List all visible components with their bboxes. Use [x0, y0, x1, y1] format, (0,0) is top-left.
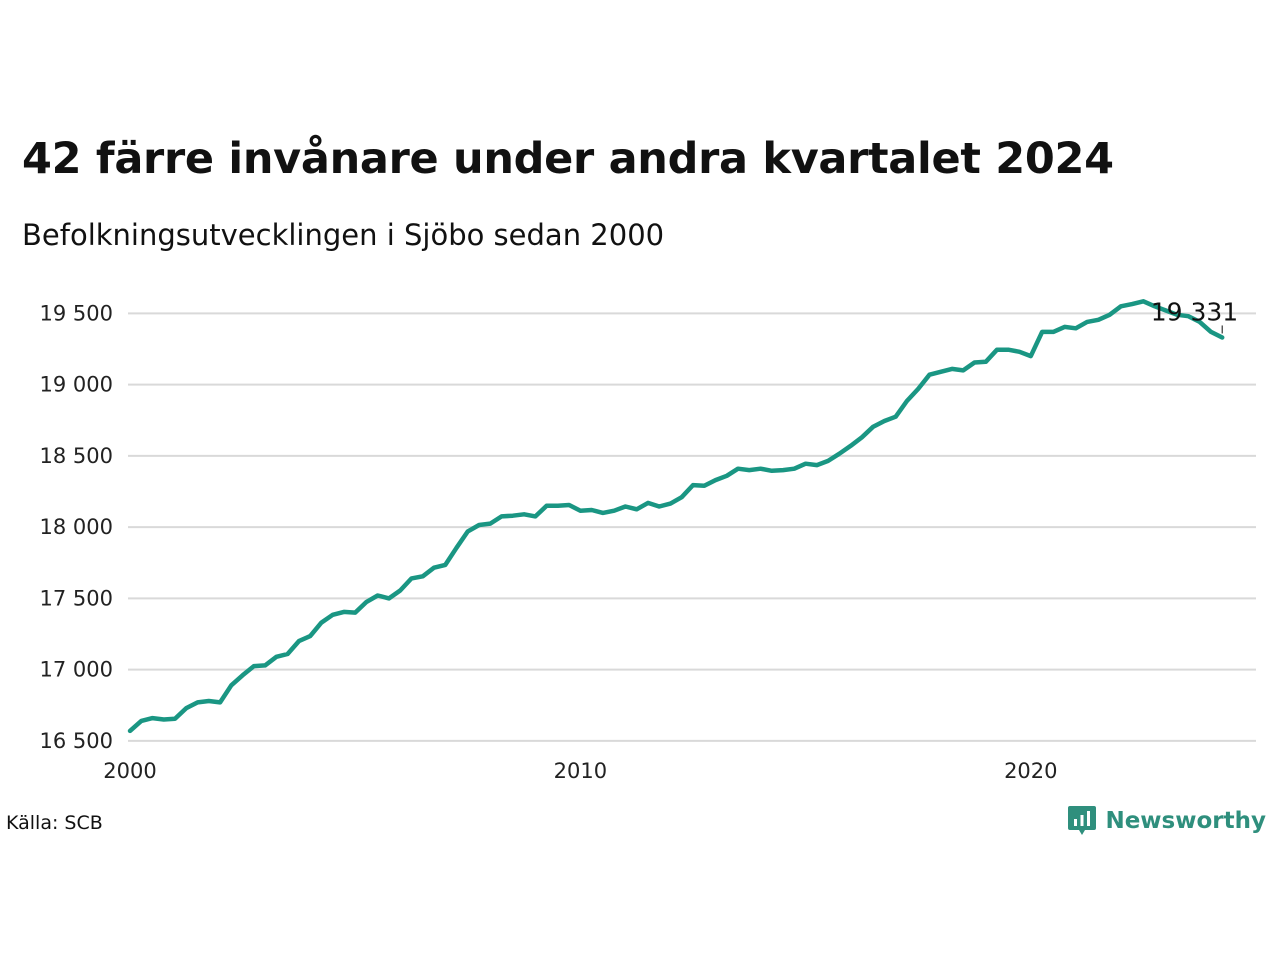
- y-tick-label: 18 000: [40, 515, 113, 539]
- x-tick-label: 2000: [103, 759, 156, 783]
- x-axis-ticks: 2000 2010 2020: [103, 759, 1057, 783]
- end-annotation: 19 331: [1151, 297, 1238, 334]
- series-group: [127, 299, 1225, 734]
- brand-name: Newsworthy: [1105, 808, 1266, 834]
- y-tick-label: 19 000: [40, 373, 113, 397]
- y-tick-label: 17 000: [40, 658, 113, 682]
- brand-logo[interactable]: Newsworthy: [1067, 804, 1266, 838]
- y-tick-label: 18 500: [40, 444, 113, 468]
- x-tick-label: 2010: [554, 759, 607, 783]
- grid-lines: [128, 312, 1256, 742]
- newsworthy-logo-icon: [1068, 806, 1097, 835]
- chart-subtitle: Befolkningsutvecklingen i Sjöbo sedan 20…: [22, 218, 665, 252]
- end-value-label: 19 331: [1151, 297, 1238, 326]
- source-label: Källa: SCB: [6, 812, 103, 834]
- x-tick-label: 2020: [1004, 759, 1057, 783]
- chart-title: 42 färre invånare under andra kvartalet …: [22, 134, 1114, 184]
- y-axis-ticks: 16 500 17 000 17 500 18 000 18 500 19 000 19 5…: [40, 301, 113, 753]
- y-tick-label: 17 500: [40, 586, 113, 610]
- series-line: [127, 299, 1225, 734]
- y-tick-label: 16 500: [40, 729, 113, 753]
- y-tick-label: 19 500: [40, 301, 113, 325]
